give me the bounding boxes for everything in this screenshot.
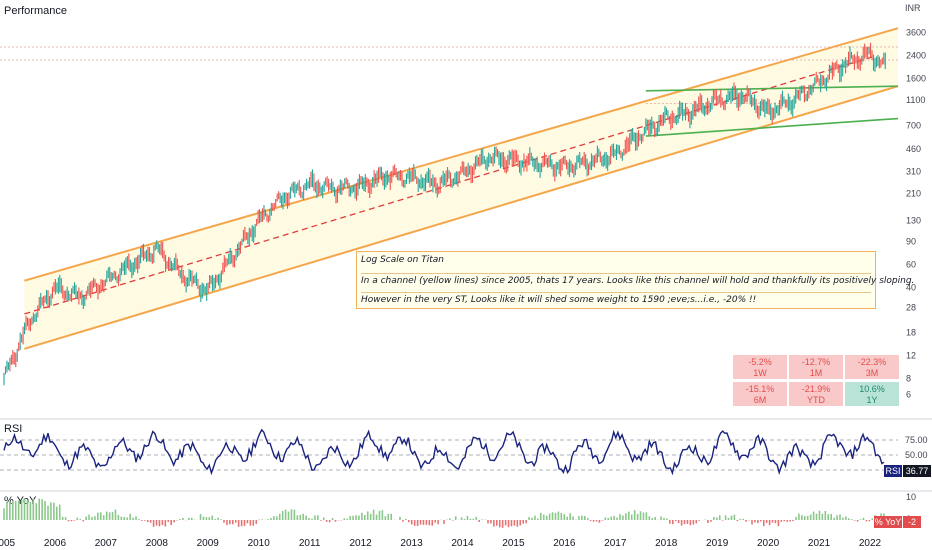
performance-grid: -5.2% 1W -12.7% 1M -22.3% 3M -15.1% 6M -21.9% YTD… [733, 355, 899, 407]
performance-cell: -22.3% 3M [845, 355, 899, 379]
price-tick-label: 1100 [906, 95, 925, 105]
year-label: 2018 [655, 538, 678, 549]
yoy-badge-value: -2 [903, 516, 921, 528]
yoy-tick-label: 10 [906, 492, 916, 502]
year-label: 2007 [95, 538, 118, 549]
year-label: 2011 [299, 538, 321, 549]
year-label: 2006 [44, 538, 67, 549]
price-tick-label: 210 [906, 189, 921, 199]
performance-period: YTD [807, 395, 825, 405]
performance-period: 1W [753, 368, 767, 378]
performance-value: -22.3% [857, 357, 887, 367]
year-label: 2015 [502, 538, 525, 549]
price-tick-label: 130 [906, 216, 921, 226]
performance-value: -12.7% [801, 357, 831, 367]
year-label: 2016 [553, 538, 576, 549]
year-label: 2021 [808, 538, 831, 549]
price-tick-label: 310 [906, 166, 921, 176]
year-label: 2019 [706, 538, 729, 549]
year-axis: 2005 2006 2007 2008 2009 2010 2011 2012 2013 2014… [0, 538, 882, 549]
channel-midline [24, 55, 876, 315]
performance-value: -21.9% [801, 384, 831, 394]
price-tick-label: 2400 [906, 51, 926, 61]
resistance-line [645, 85, 899, 92]
yoy-badge-label: % YoY [874, 516, 902, 528]
price-layer [3, 42, 886, 386]
rsi-label: RSI [4, 423, 22, 435]
annotation-line-3: However in the very ST, Looks like it wi… [361, 292, 871, 305]
price-tick-label: 3600 [906, 28, 926, 38]
performance-value: -5.2% [748, 357, 772, 367]
performance-period: 1M [809, 368, 823, 378]
performance-cell: -21.9% YTD [789, 382, 843, 406]
performance-cell: 10.6% 1Y [845, 382, 899, 406]
price-tick-label: 18 [906, 328, 916, 338]
chart-title: Performance [4, 5, 67, 17]
performance-value: 10.6% [859, 384, 885, 394]
annotation-box: Log Scale on Titan In a channel (yellow … [356, 251, 914, 309]
year-label: 2010 [248, 538, 271, 549]
price-tick-label: 40 [906, 282, 916, 292]
year-label: 2020 [757, 538, 780, 549]
year-label: 2009 [197, 538, 220, 549]
year-label: 2014 [451, 538, 474, 549]
price-tick-label: 460 [906, 144, 921, 154]
price-tick-label: 12 [906, 350, 916, 360]
year-label: 2005 [0, 538, 16, 549]
year-label: 2017 [604, 538, 627, 549]
yoy-label: % YoY [4, 495, 37, 507]
performance-period: 3M [865, 368, 879, 378]
year-label: 2013 [400, 538, 423, 549]
rsi-badge-value: 36.77 [903, 465, 931, 477]
year-label: 2008 [146, 538, 169, 549]
performance-cell: -12.7% 1M [789, 355, 843, 379]
price-tick-label: 700 [906, 120, 921, 130]
price-tick-label: 28 [906, 303, 916, 313]
year-label: 2022 [859, 538, 882, 549]
performance-period: 1Y [866, 395, 878, 405]
rsi-tick-label: 50.00 [905, 450, 928, 460]
annotation-line-2: In a channel (yellow lines) since 2005, … [361, 273, 914, 286]
price-tick-label: 90 [906, 236, 916, 246]
year-label: 2012 [349, 538, 372, 549]
currency-label: INR [905, 3, 921, 13]
support-line [645, 117, 899, 137]
performance-period: 6M [753, 395, 767, 405]
rsi-line [3, 428, 885, 476]
price-tick-label: 60 [906, 259, 916, 269]
price-tick-label: 1600 [906, 74, 926, 84]
performance-cell: -5.2% 1W [733, 355, 787, 379]
channel-lower-line [24, 85, 899, 350]
performance-value: -15.1% [745, 384, 775, 394]
price-tick-label: 6 [906, 390, 911, 400]
rsi-tick-label: 75.00 [905, 435, 928, 445]
price-axis: 3600 2400 1600 1100 700 460 310 210 130 90 60 40 28 1… [906, 28, 926, 400]
rsi-badge-label: RSI [884, 465, 902, 477]
channel-upper-line [24, 27, 899, 282]
price-tick-label: 8 [906, 373, 911, 383]
performance-cell: -15.1% 6M [733, 382, 787, 406]
annotation-line-1: Log Scale on Titan [361, 255, 444, 265]
